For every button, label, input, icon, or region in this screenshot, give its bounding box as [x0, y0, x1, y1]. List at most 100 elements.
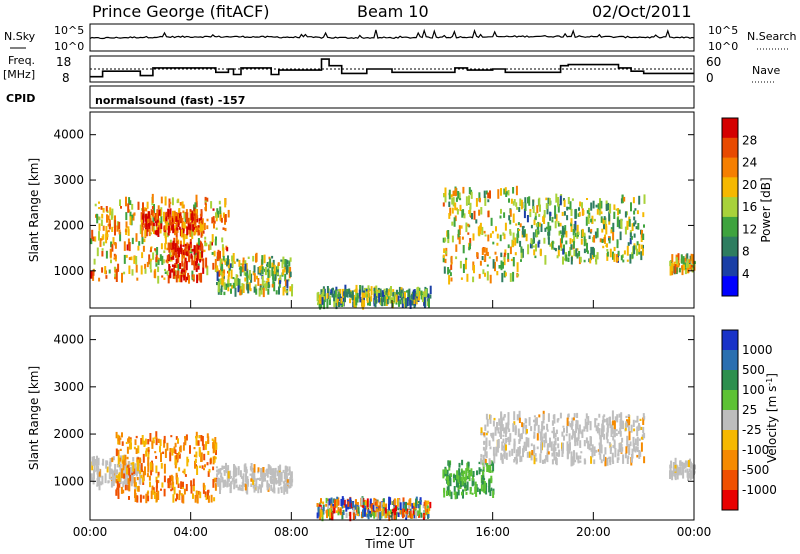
power-cell: [182, 210, 185, 214]
power-cell: [221, 237, 224, 243]
power-cell: [129, 211, 132, 220]
power-cell: [222, 212, 225, 218]
velocity-cell: [587, 446, 590, 449]
power-cell: [534, 255, 537, 259]
power-cell: [119, 199, 121, 206]
velocity-cell: [112, 473, 115, 484]
velocity-cell: [491, 470, 494, 473]
velocity-cell: [445, 478, 448, 481]
power-cell: [479, 260, 482, 266]
power-cell: [631, 254, 634, 259]
power-cell: [579, 201, 582, 207]
velocity-cell: [190, 480, 193, 487]
power-cell: [176, 227, 179, 231]
power-cell: [366, 297, 369, 303]
time-tick-label: 16:00: [475, 525, 510, 539]
power-cell: [215, 212, 217, 218]
velocity-cell: [621, 437, 624, 443]
power-cell: [376, 289, 379, 292]
power-cell: [512, 237, 515, 240]
velocity-cell: [245, 478, 248, 485]
velocity-cell: [196, 494, 199, 504]
power-cell: [263, 283, 266, 288]
power-cell: [603, 237, 606, 243]
velocity-cell: [533, 419, 535, 423]
velocity-colorbar-frame: [721, 329, 739, 511]
power-cell: [125, 212, 128, 221]
power-cell: [114, 276, 116, 280]
velocity-cell: [178, 467, 181, 472]
power-cell: [156, 209, 159, 220]
velocity-cell: [636, 426, 639, 437]
velocity-cell: [369, 498, 372, 507]
velocity-cell: [234, 471, 237, 478]
velocity-cell: [514, 427, 517, 431]
power-cell: [338, 301, 340, 307]
power-cell: [137, 201, 140, 210]
velocity-cell: [237, 466, 240, 470]
velocity-cell: [258, 484, 261, 490]
velocity-cell: [378, 505, 381, 509]
velocity-cell: [335, 510, 338, 514]
power-cell: [177, 270, 180, 279]
power-cell: [222, 255, 225, 261]
power-cell: [387, 289, 390, 296]
power-cell: [494, 251, 497, 255]
velocity-cell: [372, 504, 375, 511]
power-cell: [502, 232, 505, 236]
velocity-cell: [422, 504, 425, 509]
velocity-cell: [545, 455, 548, 461]
velocity-cell: [206, 462, 209, 466]
velocity-cell: [614, 416, 617, 421]
power-cell: [595, 204, 598, 208]
velocity-cell: [413, 504, 415, 511]
power-cell: [154, 230, 157, 235]
power-cell: [194, 213, 197, 219]
power-cell: [397, 292, 400, 295]
power-cell: [398, 300, 400, 307]
velocity-cell: [199, 465, 202, 469]
power-cell: [157, 259, 160, 266]
power-cell: [411, 300, 414, 306]
velocity-cell: [482, 471, 485, 476]
velocity-cell: [450, 491, 453, 500]
velocity-cell: [280, 486, 283, 493]
power-cell: [520, 249, 523, 259]
power-cell: [401, 289, 404, 298]
power-cell: [559, 195, 562, 206]
power-cell: [278, 286, 280, 295]
velocity-colorbar-label: -25: [742, 423, 762, 437]
velocity-cell: [508, 450, 511, 457]
velocity-cell: [669, 467, 672, 474]
power-cell: [521, 226, 524, 235]
velocity-cell: [207, 495, 210, 503]
velocity-cell: [237, 468, 240, 476]
velocity-cell: [472, 479, 475, 486]
power-cell: [496, 242, 499, 246]
velocity-cell: [533, 446, 536, 450]
velocity-cell: [425, 500, 428, 507]
velocity-cell: [422, 514, 425, 518]
power-cell: [517, 273, 520, 277]
velocity-cell: [561, 431, 564, 437]
power-cell: [517, 228, 520, 238]
velocity-cell: [207, 470, 210, 477]
velocity-cell: [350, 503, 353, 509]
velocity-colorbar-swatch: [722, 470, 738, 491]
power-cell: [199, 223, 202, 233]
velocity-cell: [155, 431, 158, 439]
power-cell: [491, 230, 494, 234]
power-cell: [169, 227, 172, 231]
velocity-cell: [160, 462, 163, 469]
power-cell: [600, 200, 603, 209]
power-cell: [253, 265, 256, 273]
power-cell: [417, 293, 420, 301]
power-cell: [563, 211, 566, 216]
power-cell: [138, 241, 141, 246]
velocity-cell: [364, 500, 367, 506]
power-cell: [642, 212, 645, 218]
power-cell: [170, 242, 173, 249]
velocity-cell: [178, 451, 180, 455]
velocity-cell: [492, 490, 495, 498]
velocity-cell: [124, 477, 127, 485]
